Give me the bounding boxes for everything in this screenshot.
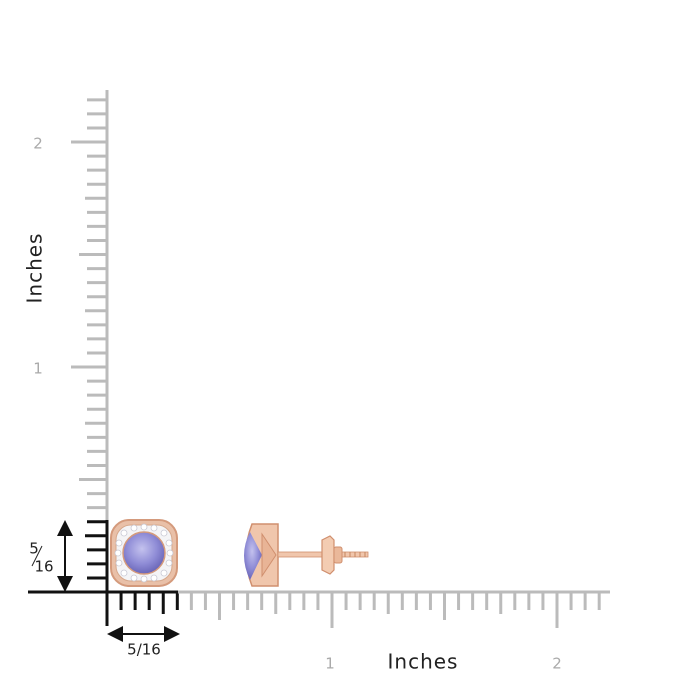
height-numerator: 5	[29, 540, 39, 558]
fraction-slash	[31, 545, 43, 567]
x-tick-label: 1	[325, 655, 335, 673]
earring-front	[110, 519, 178, 587]
height-denominator: 16	[34, 558, 53, 576]
y-axis-label: Inches	[23, 233, 47, 304]
width-label: 5/16	[127, 641, 161, 659]
ruler-ticks	[71, 98, 601, 628]
x-tick-label: 2	[552, 655, 562, 673]
y-tick-label: 1	[33, 360, 43, 378]
x-axis-label: Inches	[388, 650, 459, 674]
earring-side	[244, 523, 369, 587]
y-tick-label: 2	[33, 135, 43, 153]
